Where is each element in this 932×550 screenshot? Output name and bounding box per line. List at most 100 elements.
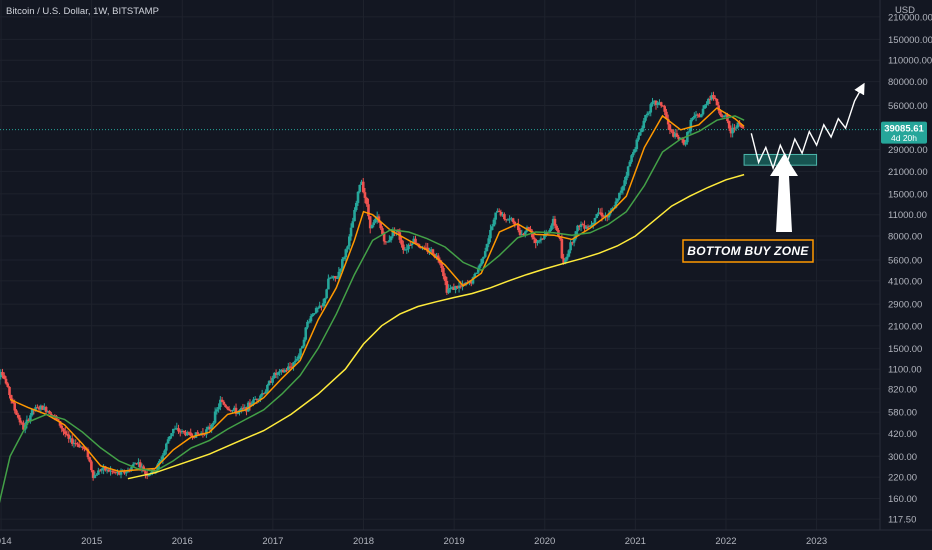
- candle-body: [475, 272, 478, 274]
- candle-body: [435, 255, 438, 258]
- candle-body: [640, 128, 644, 133]
- candle-body: [63, 431, 67, 434]
- candle-body: [44, 407, 48, 413]
- candle-body: [196, 432, 199, 434]
- candle-body: [492, 219, 496, 227]
- candle-body: [480, 258, 484, 265]
- candle-body: [372, 222, 375, 226]
- candle-body: [478, 264, 482, 268]
- candle-body: [715, 98, 719, 106]
- candle-body: [456, 285, 459, 289]
- candle-body: [330, 277, 334, 279]
- candle-body: [370, 225, 374, 229]
- candle-body: [365, 197, 369, 205]
- y-tick-label: 210000.00: [888, 12, 932, 23]
- candle-body: [368, 216, 372, 229]
- candle-body: [499, 211, 503, 216]
- x-tick-label: 2020: [534, 536, 555, 547]
- candle-body: [168, 436, 172, 440]
- candle-body: [407, 244, 410, 250]
- candle-body: [30, 409, 34, 416]
- candle-body: [621, 186, 625, 191]
- candle-body: [93, 475, 97, 478]
- ma-line: [9, 107, 745, 473]
- candle-body: [297, 355, 301, 359]
- candle-body: [386, 241, 389, 243]
- candle-body: [316, 307, 320, 309]
- candle-body: [522, 233, 525, 235]
- candle-body: [654, 100, 658, 105]
- candle-body: [562, 258, 565, 264]
- candle-body: [652, 100, 656, 102]
- candle-body: [595, 214, 599, 218]
- projection-line: [750, 82, 865, 171]
- last-price-value: 39085.61: [884, 124, 924, 135]
- candle-body: [442, 267, 445, 277]
- candle-body: [138, 462, 142, 468]
- candle-body: [618, 192, 621, 199]
- candle-body: [356, 191, 360, 203]
- candle-body: [8, 386, 11, 396]
- candle-body: [560, 238, 564, 259]
- candle-body: [400, 239, 403, 245]
- candle-body: [131, 464, 135, 468]
- candle-body: [447, 288, 450, 293]
- candle-body: [402, 244, 405, 250]
- annotation-box[interactable]: BOTTOM BUY ZONE: [682, 239, 814, 263]
- candle-body: [689, 119, 693, 132]
- candle-body: [36, 407, 39, 409]
- y-tick-label: 4100.00: [888, 276, 922, 287]
- candle-body: [215, 409, 219, 412]
- candle-body: [2, 375, 6, 379]
- candle-body: [490, 226, 494, 230]
- candle-body: [239, 408, 243, 411]
- candle-body: [213, 411, 217, 423]
- candle-body: [290, 366, 294, 368]
- candle-body: [287, 366, 290, 370]
- candle-body: [161, 455, 165, 460]
- x-tick-label: 2014: [0, 536, 12, 547]
- candle-body: [496, 210, 499, 213]
- candle-body: [503, 214, 506, 220]
- candle-body: [86, 449, 90, 458]
- candle-body: [510, 218, 513, 220]
- candle-body: [13, 403, 17, 411]
- candle-body: [375, 216, 379, 219]
- candle-body: [137, 462, 140, 464]
- candle-body: [229, 410, 233, 412]
- candle-body: [367, 204, 370, 217]
- candle-body: [271, 378, 274, 383]
- candle-body: [72, 443, 76, 445]
- price-axis[interactable]: 210000.00 150000.00 110000.00 80000.00 56000…: [888, 12, 932, 525]
- candle-body: [349, 227, 353, 237]
- candle-body: [34, 407, 37, 410]
- candle-body: [20, 422, 23, 424]
- candle-body: [203, 433, 206, 435]
- y-tick-label: 11000.00: [888, 210, 927, 221]
- candle-body: [597, 212, 600, 215]
- candle-body: [699, 114, 703, 118]
- candle-body: [543, 234, 546, 239]
- x-tick-label: 2018: [353, 536, 374, 547]
- time-axis[interactable]: 2014 2015 2016 2017 2018 2019 2020 2021 2022 2023: [0, 536, 827, 547]
- candle-body: [459, 285, 463, 287]
- candle-body: [189, 432, 193, 436]
- candle-body: [133, 463, 137, 465]
- y-tick-label: 2900.00: [888, 300, 922, 311]
- candle-body: [222, 401, 226, 405]
- x-tick-label: 2017: [262, 536, 283, 547]
- currency-label: USD: [895, 5, 915, 16]
- candle-body: [703, 105, 707, 109]
- y-tick-label: 2100.00: [888, 321, 922, 332]
- candle-body: [471, 277, 475, 284]
- candle-body: [165, 443, 168, 451]
- candle-body: [454, 285, 457, 290]
- candle-body: [584, 226, 588, 229]
- candle-body: [224, 404, 227, 408]
- candle-body: [1, 371, 4, 376]
- candle-body: [656, 102, 660, 105]
- candle-body: [109, 470, 112, 472]
- candle-body: [185, 432, 189, 436]
- candle-body: [452, 287, 456, 290]
